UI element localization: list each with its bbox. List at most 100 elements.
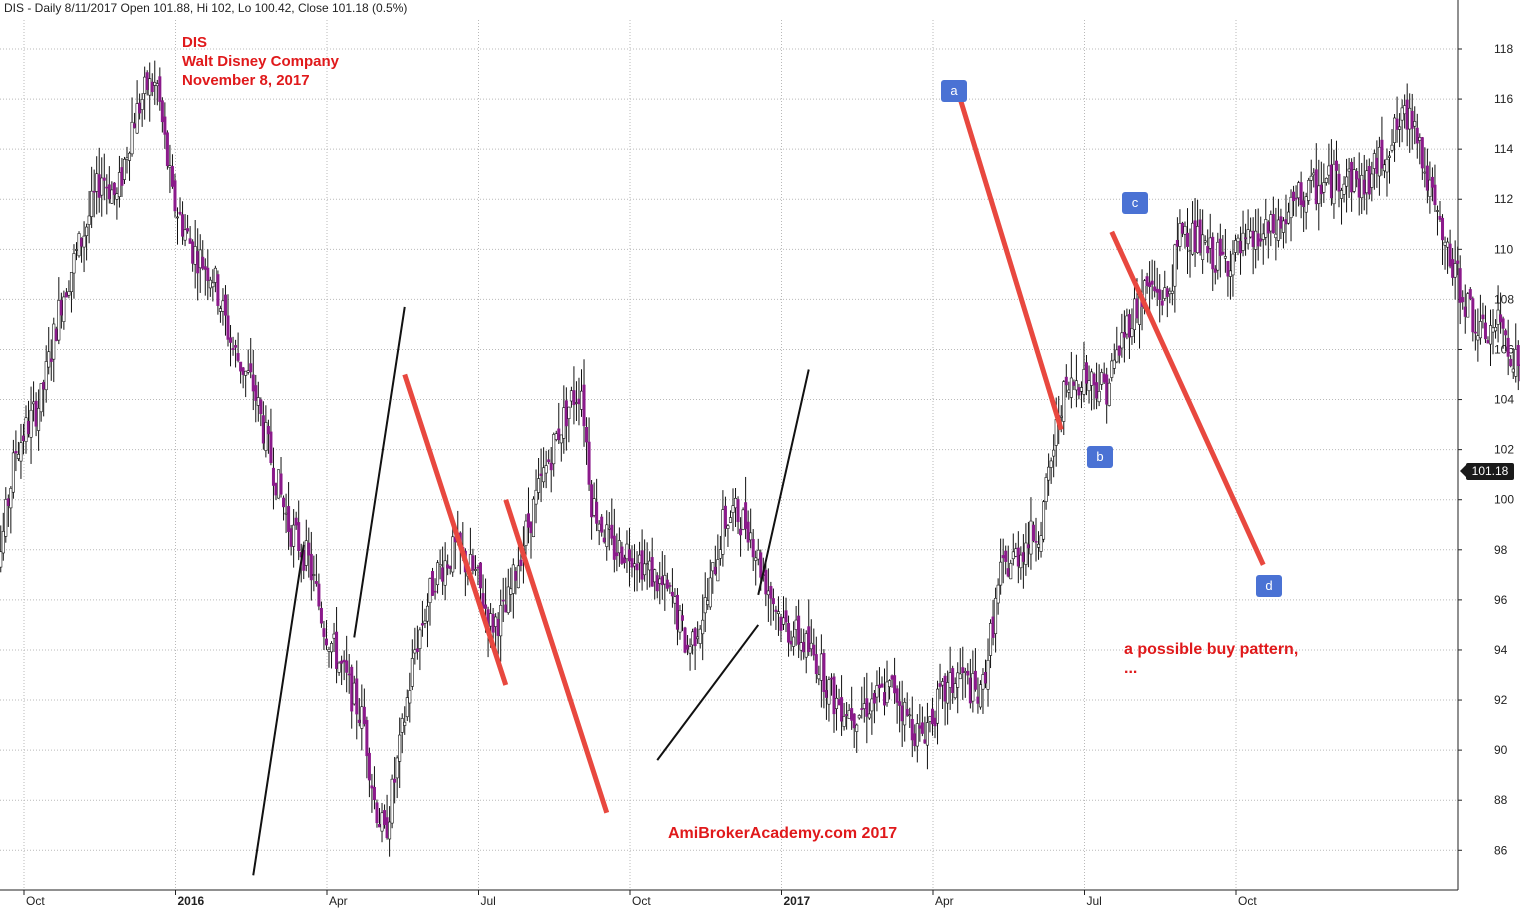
candle	[1044, 473, 1048, 510]
candle	[211, 269, 215, 302]
candle	[1112, 343, 1116, 375]
candle	[1281, 217, 1285, 249]
candle	[1052, 434, 1056, 478]
candle	[600, 514, 604, 537]
candle	[1074, 354, 1078, 408]
candle	[1453, 240, 1457, 300]
candle	[986, 638, 990, 707]
candle	[557, 402, 561, 445]
candle	[1322, 163, 1326, 203]
candle	[1031, 521, 1035, 543]
candle	[1105, 367, 1109, 424]
candle	[1087, 365, 1091, 404]
candle	[1350, 158, 1354, 212]
candle	[643, 539, 647, 582]
candle	[951, 665, 955, 704]
candle	[506, 568, 510, 615]
candle	[648, 551, 652, 588]
candle	[895, 685, 899, 724]
candle	[274, 482, 278, 501]
candle	[87, 191, 91, 244]
candle	[388, 806, 392, 857]
candle	[95, 156, 99, 215]
candle	[471, 548, 475, 575]
candle	[1223, 229, 1227, 273]
candle	[443, 542, 447, 601]
candle	[67, 280, 71, 299]
candle	[597, 520, 601, 546]
candle	[1107, 378, 1111, 407]
candle	[792, 621, 796, 656]
candle	[701, 594, 705, 661]
candle	[97, 147, 101, 213]
candle	[1357, 152, 1361, 216]
candle	[686, 635, 690, 656]
candle	[1001, 538, 1005, 584]
candle	[436, 560, 440, 594]
candle	[794, 605, 798, 646]
candle	[1473, 309, 1477, 351]
candle	[158, 67, 162, 111]
y-tick-label: 118	[1494, 42, 1513, 56]
x-tick-label: Jul	[1087, 894, 1102, 908]
candle	[1251, 217, 1255, 275]
candle	[615, 533, 619, 572]
candle	[862, 677, 866, 723]
candle	[1355, 168, 1359, 188]
candle	[1246, 209, 1250, 250]
candle	[900, 680, 904, 747]
candle	[254, 374, 258, 423]
candle	[1365, 159, 1369, 215]
candle	[1362, 154, 1366, 211]
candle	[433, 578, 437, 600]
candle	[168, 144, 172, 194]
candle	[840, 675, 844, 736]
candle	[385, 794, 389, 840]
candles	[0, 60, 1520, 857]
candle	[92, 169, 96, 218]
candle	[976, 677, 980, 714]
candle	[1077, 383, 1081, 400]
candle	[797, 599, 801, 659]
candle	[1165, 285, 1169, 318]
candle	[860, 686, 864, 719]
candle	[1100, 368, 1104, 390]
candle	[814, 636, 818, 684]
candle	[1178, 209, 1182, 252]
candle	[1443, 236, 1447, 270]
candle	[756, 538, 760, 566]
candle	[1097, 364, 1101, 407]
candle	[29, 386, 33, 464]
candle	[983, 659, 987, 689]
candle	[317, 573, 321, 611]
candle	[150, 73, 154, 97]
candle	[509, 567, 513, 612]
candle	[69, 272, 73, 313]
candle	[77, 231, 81, 258]
candle	[968, 658, 972, 709]
candle	[771, 588, 775, 621]
candle	[1375, 140, 1379, 188]
candle	[1062, 380, 1066, 436]
note-annotation: a possible buy pattern, ...	[1124, 640, 1298, 678]
candle	[1269, 210, 1273, 247]
candle	[706, 578, 710, 610]
candle	[1127, 309, 1131, 359]
candle	[640, 529, 644, 591]
candle	[925, 702, 929, 770]
candle	[446, 554, 450, 576]
candle	[307, 527, 311, 578]
candle	[739, 517, 743, 557]
candle	[14, 430, 18, 472]
candle	[1180, 221, 1184, 238]
candle	[799, 628, 803, 661]
candle	[1388, 151, 1392, 184]
candle	[400, 713, 404, 754]
candle	[1029, 497, 1033, 570]
candle	[1079, 381, 1083, 409]
candle	[234, 339, 238, 368]
candle	[1385, 148, 1389, 197]
candle	[1334, 140, 1338, 191]
candle	[539, 448, 543, 503]
candle	[855, 723, 859, 753]
